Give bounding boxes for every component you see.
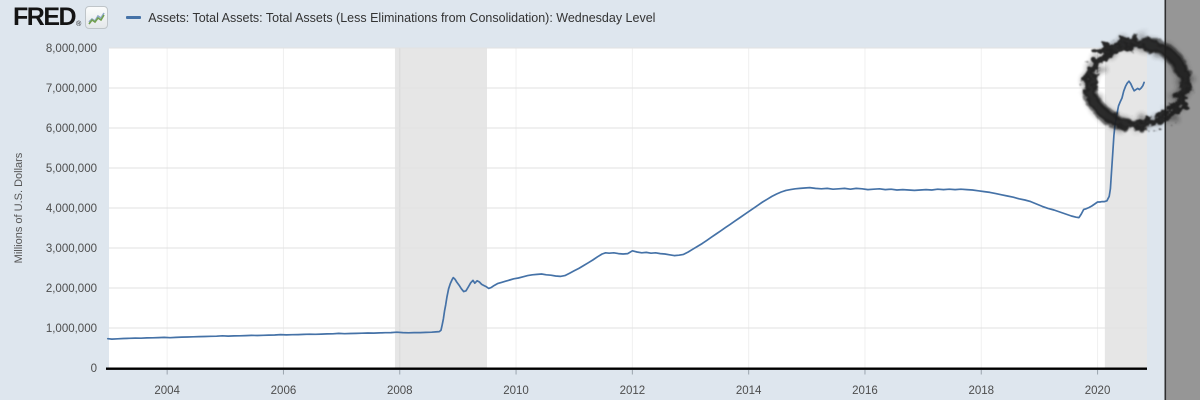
hand-drawn-circle-annotation	[1082, 36, 1192, 132]
registered-trademark-icon: ®	[76, 21, 82, 28]
x-tick-label: 2018	[968, 385, 994, 397]
y-tick-label: 6,000,000	[46, 123, 97, 135]
y-tick-label: 3,000,000	[46, 243, 97, 255]
fred-sparkline-icon	[85, 6, 109, 29]
y-tick-label: 8,000,000	[46, 43, 97, 55]
x-tick-label: 2016	[852, 385, 878, 397]
x-tick-label: 2004	[154, 385, 180, 397]
data-line-total-assets[interactable]	[106, 80, 1145, 340]
legend-line-swatch	[126, 16, 142, 19]
y-tick-label: 1,000,000	[46, 323, 97, 335]
charcoal-stroke	[1091, 44, 1183, 124]
y-axis-title: Millions of U.S. Dollars	[13, 152, 25, 264]
x-tick-label: 2020	[1085, 385, 1111, 397]
x-tick-label: 2006	[271, 385, 297, 397]
fred-logo[interactable]: FRED	[13, 3, 77, 31]
legend-series-label: Assets: Total Assets: Total Assets (Less…	[148, 10, 656, 25]
y-tick-label: 7,000,000	[46, 83, 97, 95]
y-tick-label: 5,000,000	[46, 163, 97, 175]
y-tick-label: 0	[91, 363, 97, 375]
x-tick-label: 2010	[503, 385, 529, 397]
x-axis-line	[106, 367, 1147, 370]
x-tick-label: 2014	[736, 385, 762, 397]
y-tick-label: 4,000,000	[46, 203, 97, 215]
legend-item[interactable]: Assets: Total Assets: Total Assets (Less…	[126, 11, 655, 25]
x-tick-label: 2012	[620, 385, 646, 397]
charcoal-stroke	[1082, 36, 1192, 132]
panel-divider-line	[1164, 0, 1167, 400]
charcoal-stroke	[1083, 37, 1191, 131]
y-tick-label: 2,000,000	[46, 283, 97, 295]
x-tick-label: 2008	[387, 385, 413, 397]
header: FRED ® Assets: Total Assets: Total Asset…	[13, 5, 655, 30]
